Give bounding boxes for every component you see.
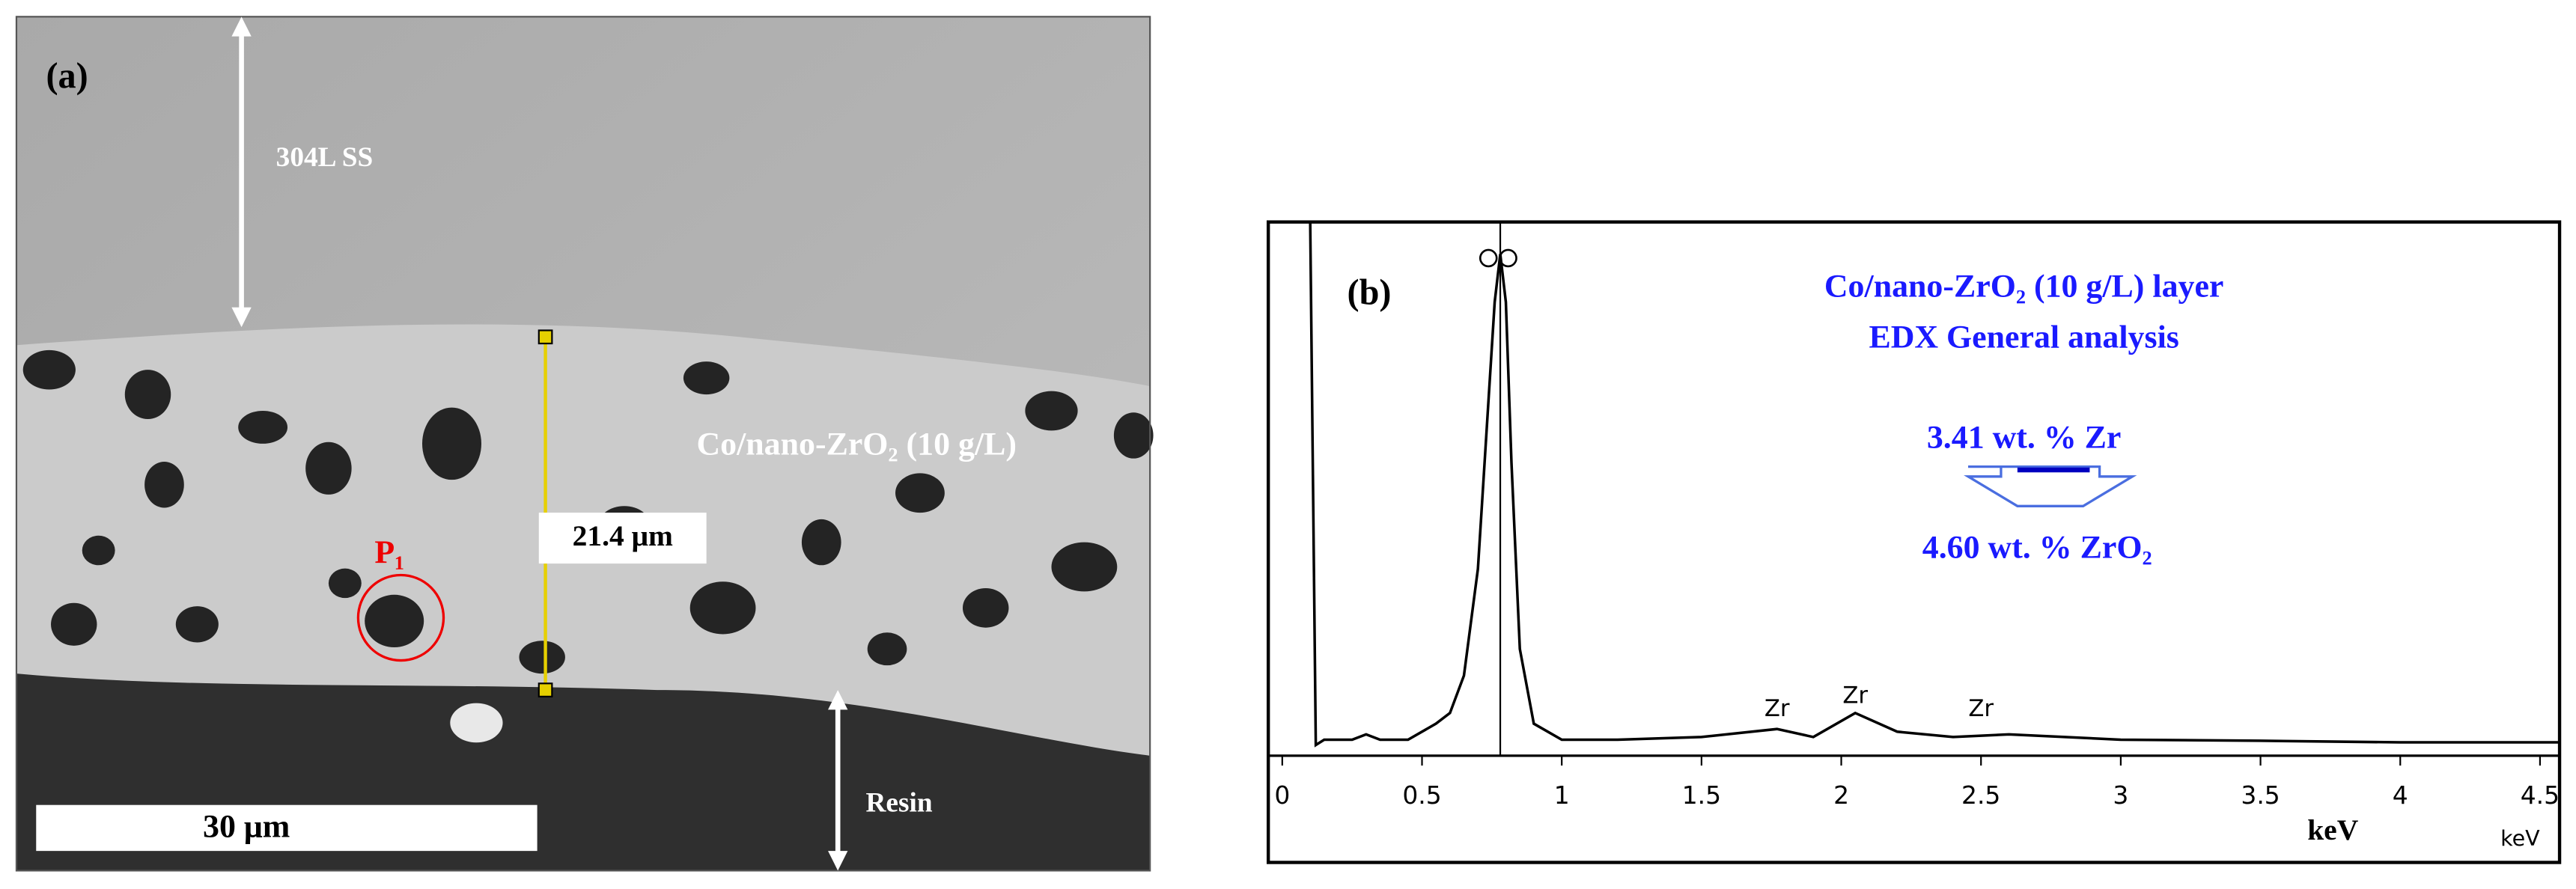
x-tick-label: 1.5	[1682, 780, 1721, 810]
panel-label: (b)	[1348, 272, 1392, 312]
annotation: 4.60 wt. % ZrO₂	[1922, 530, 2152, 566]
panel-label: (a)	[46, 56, 88, 96]
point-label: P₁	[374, 534, 404, 570]
micrograph	[15, 16, 1154, 872]
peak-label: Zr	[1842, 682, 1868, 709]
annotation: Co/nano-ZrO₂ (10 g/L) layer	[1824, 269, 2224, 305]
annotation: EDX General analysis	[1869, 320, 2178, 355]
peak-label: Zr	[1764, 695, 1790, 722]
substrate-label: 304L SS	[276, 142, 374, 173]
x-tick-label: 1	[1554, 780, 1570, 810]
x-tick-label: 3	[2113, 780, 2128, 810]
x-tick-label: 4	[2393, 780, 2408, 810]
resin-label: Resin	[866, 787, 933, 818]
x-tick-label: 2.5	[1961, 780, 2000, 810]
thickness-label: 21.4 μm	[573, 519, 673, 552]
x-tick-label: 2	[1833, 780, 1849, 810]
coating-label: Co/nano-ZrO₂ (10 g/L)	[696, 426, 1017, 462]
scale-bar-label: 30 μm	[203, 809, 290, 845]
plot-frame	[1266, 220, 2562, 864]
x-axis-label: keV	[2307, 813, 2359, 846]
x-tick-label: 0	[1274, 780, 1290, 810]
peak-symbol	[1479, 248, 1498, 268]
x-tick-label: 0.5	[1402, 780, 1441, 810]
conversion-arrow	[1964, 465, 2137, 507]
x-tick-label: 4.5	[2521, 780, 2560, 810]
peak-label: Zr	[1968, 695, 1994, 722]
x-tick-label: 3.5	[2241, 780, 2280, 810]
annotation: 3.41 wt. % Zr	[1927, 420, 2122, 456]
axis-unit: keV	[2500, 826, 2540, 851]
spectrum-line	[1282, 222, 2560, 748]
